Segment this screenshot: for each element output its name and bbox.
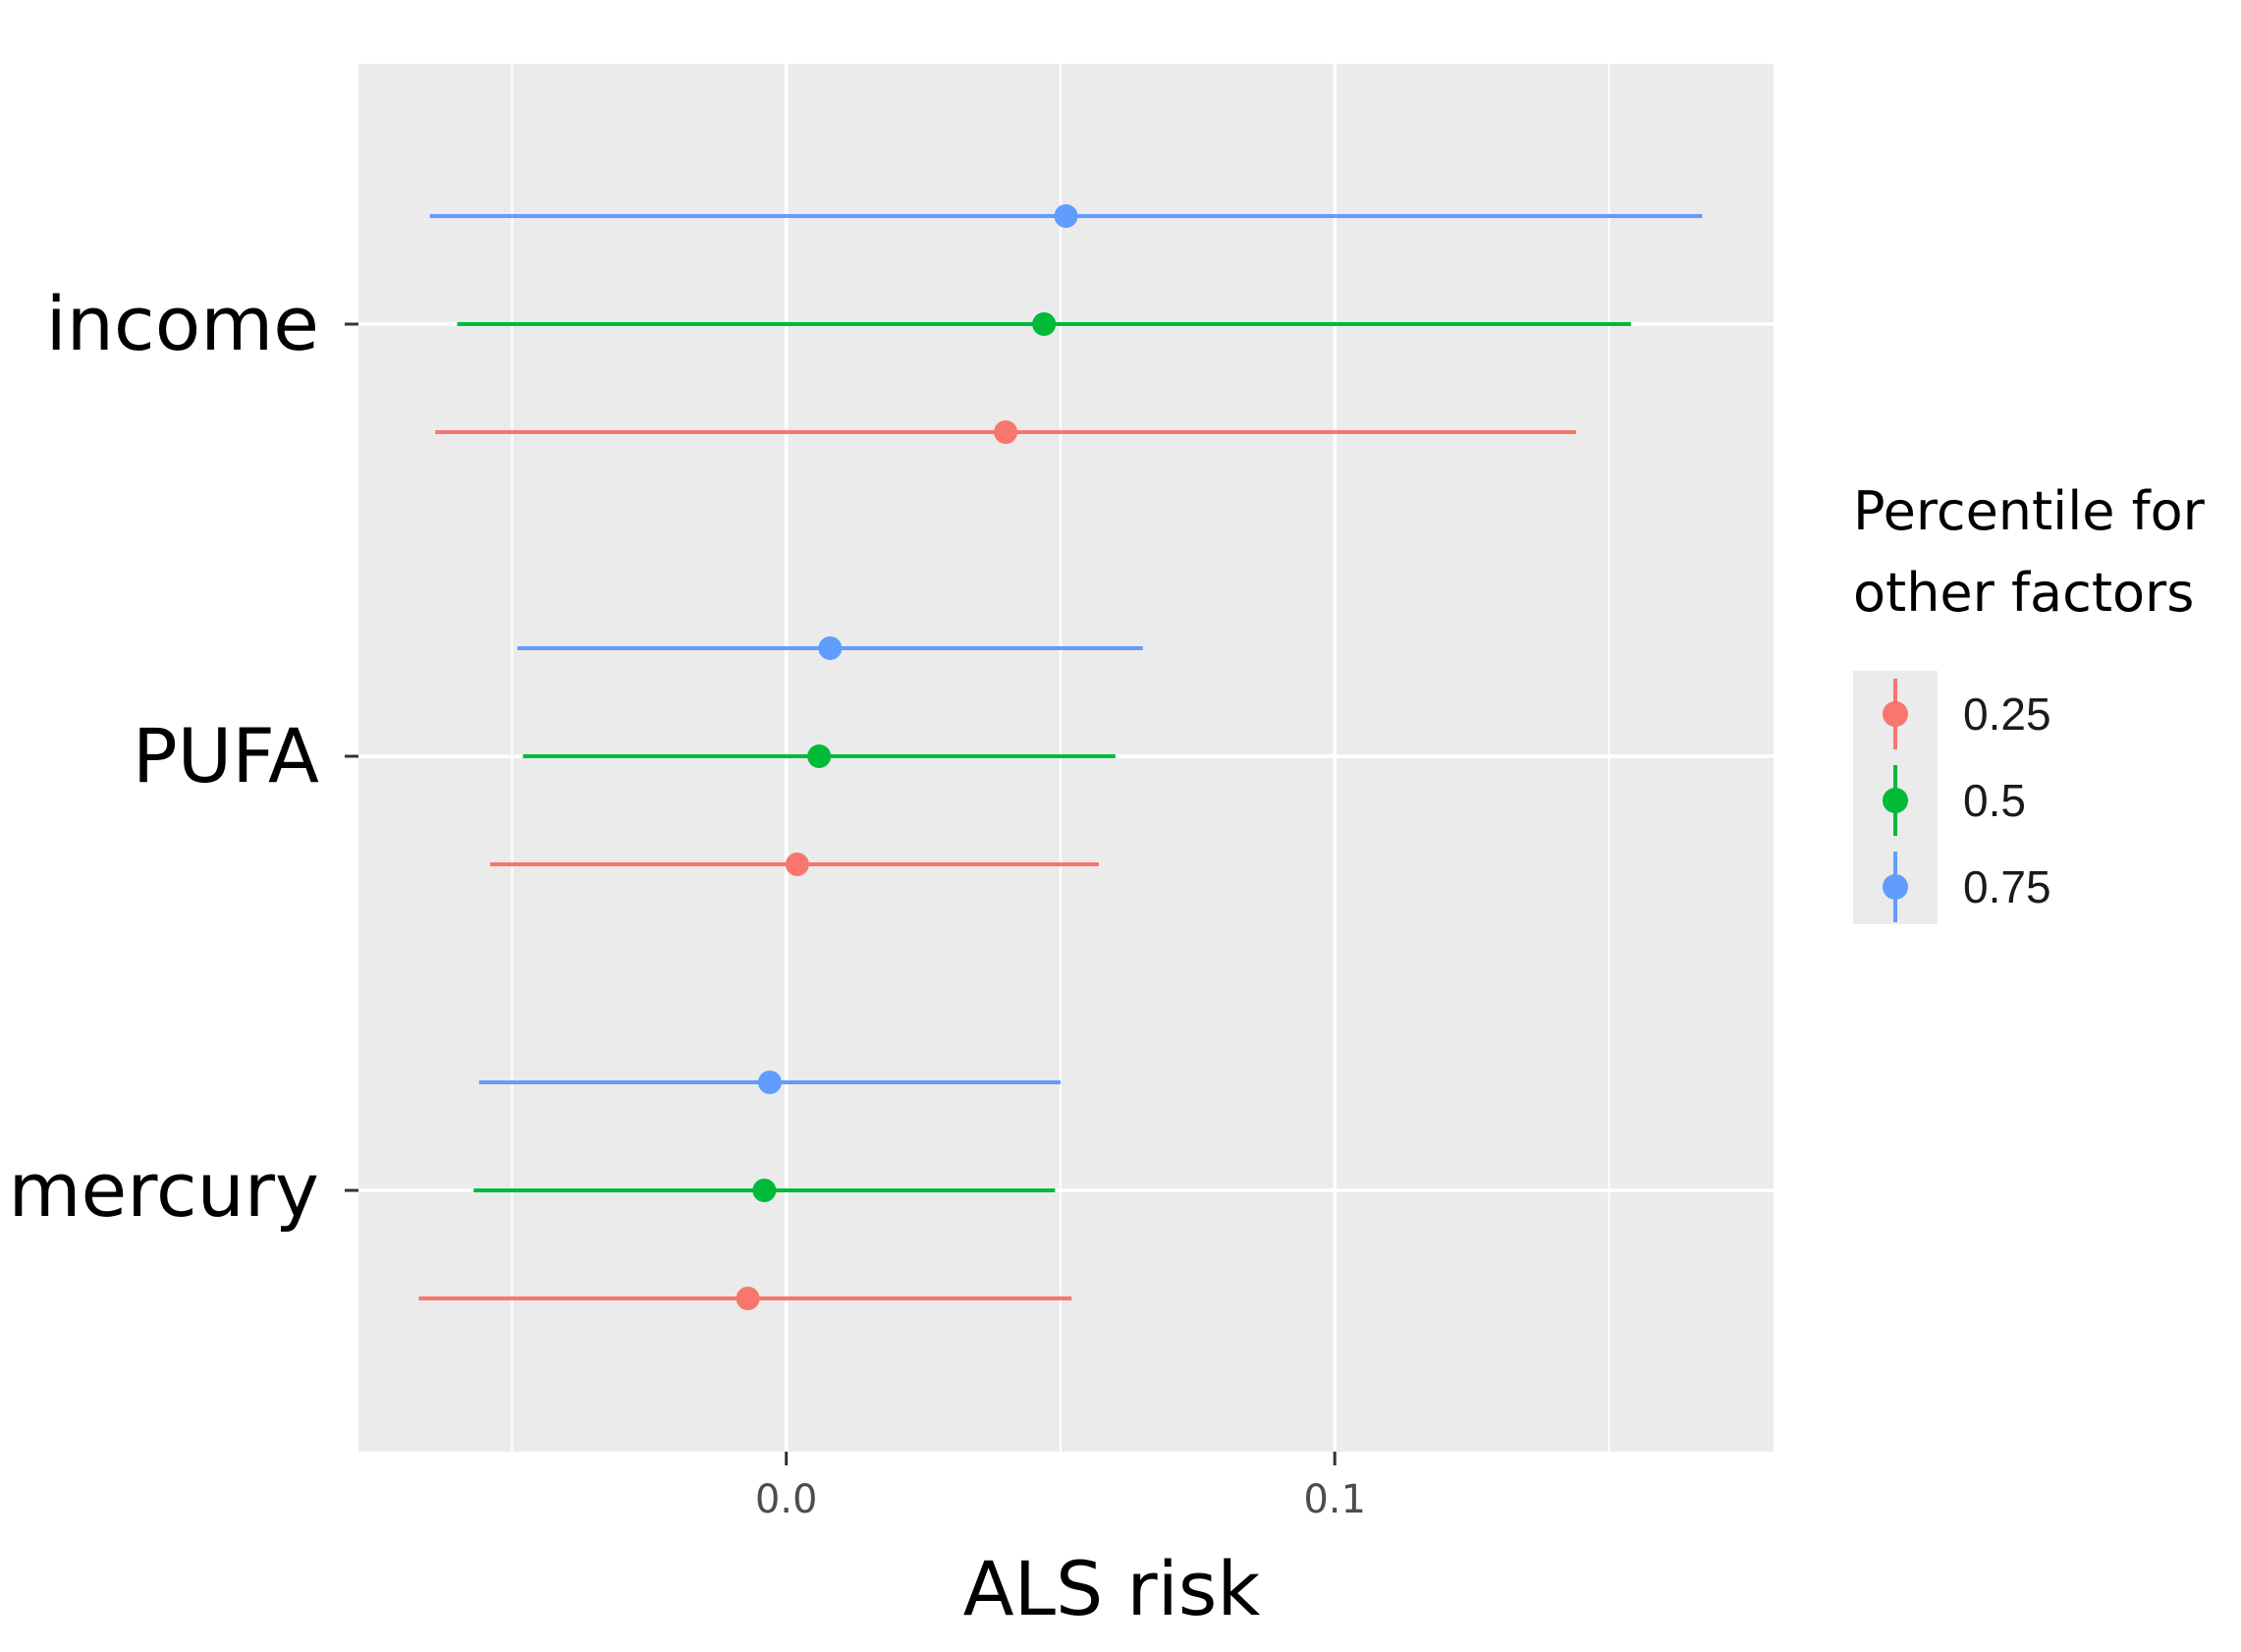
x-axis-title: ALS risk [963,1545,1261,1632]
y-tick-label: income [46,280,319,367]
data-point [752,1179,777,1202]
data-point [818,636,843,660]
data-point [994,420,1018,444]
legend-label: 0.5 [1963,775,2026,826]
x-tick-label: 0.1 [1303,1477,1366,1522]
legend-key-point [1883,788,1908,813]
legend-label: 0.75 [1963,861,2051,912]
x-tick-label: 0.0 [755,1477,818,1522]
y-axis: income PUFA mercury [8,280,358,1234]
legend-label: 0.25 [1963,688,2051,740]
data-point [736,1287,760,1310]
data-point [757,1071,782,1094]
y-tick-label: mercury [8,1146,319,1234]
legend-title-line-2: other factors [1853,562,2194,624]
legend: Percentile for other factors 0.25 0.5 0.75 [1853,480,2206,924]
legend-title-line-1: Percentile for [1853,480,2206,542]
x-axis: 0.0 0.1 [755,1452,1366,1522]
data-point [1054,204,1078,228]
data-point [807,744,832,768]
y-tick-label: PUFA [133,712,319,799]
data-points [736,204,1078,1310]
data-point [1032,312,1057,336]
legend-key-point [1883,874,1908,900]
legend-key-point [1883,701,1908,727]
data-point [785,853,809,876]
